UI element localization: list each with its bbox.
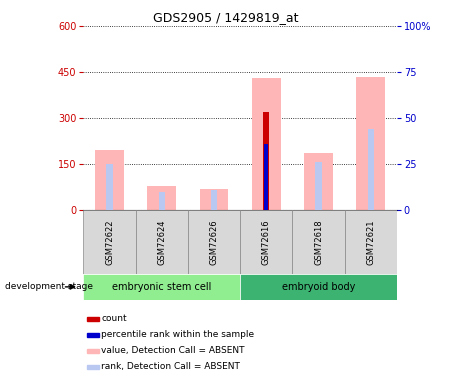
Bar: [240, 210, 292, 274]
Text: GSM72626: GSM72626: [210, 219, 219, 265]
Bar: [211, 190, 217, 210]
Text: embryoid body: embryoid body: [282, 282, 355, 292]
Bar: [304, 153, 333, 210]
Bar: [147, 186, 176, 210]
Text: development stage: development stage: [5, 282, 92, 291]
Bar: [264, 144, 268, 210]
Bar: [263, 112, 269, 210]
Bar: [188, 210, 240, 274]
Bar: [87, 317, 99, 321]
Bar: [83, 274, 240, 300]
Bar: [87, 333, 99, 337]
Bar: [83, 210, 136, 274]
Text: GSM72618: GSM72618: [314, 219, 323, 265]
Bar: [292, 210, 345, 274]
Text: GSM72622: GSM72622: [105, 219, 114, 265]
Text: value, Detection Call = ABSENT: value, Detection Call = ABSENT: [101, 346, 244, 355]
Text: embryonic stem cell: embryonic stem cell: [112, 282, 212, 292]
Bar: [159, 192, 165, 210]
Bar: [95, 150, 124, 210]
Text: rank, Detection Call = ABSENT: rank, Detection Call = ABSENT: [101, 362, 240, 371]
Bar: [263, 144, 269, 210]
Bar: [87, 365, 99, 369]
Bar: [240, 274, 397, 300]
Bar: [136, 210, 188, 274]
Bar: [200, 189, 228, 210]
Text: GDS2905 / 1429819_at: GDS2905 / 1429819_at: [153, 11, 298, 24]
Text: GSM72624: GSM72624: [157, 219, 166, 265]
Bar: [368, 129, 374, 210]
Bar: [315, 162, 322, 210]
Bar: [345, 210, 397, 274]
Text: percentile rank within the sample: percentile rank within the sample: [101, 330, 254, 339]
Text: count: count: [101, 315, 127, 324]
Bar: [252, 78, 281, 210]
Text: GSM72621: GSM72621: [366, 219, 375, 265]
Bar: [106, 164, 113, 210]
Bar: [356, 77, 385, 210]
Text: GSM72616: GSM72616: [262, 219, 271, 265]
Bar: [87, 349, 99, 353]
